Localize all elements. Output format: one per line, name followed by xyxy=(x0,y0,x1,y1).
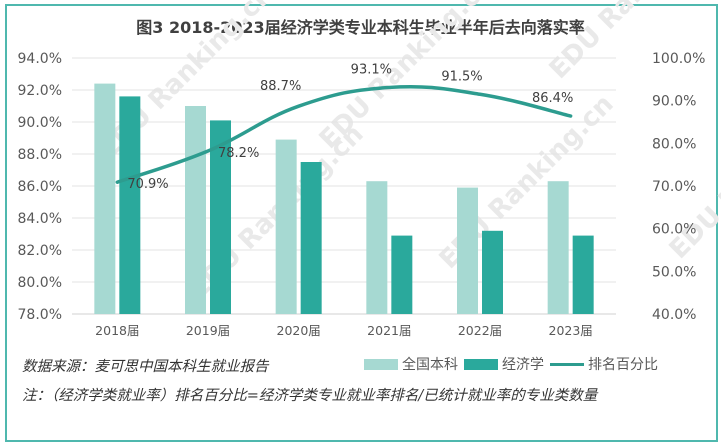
x-tick-label: 2019届 xyxy=(186,323,230,338)
rank-data-label: 91.5% xyxy=(441,69,482,84)
right-tick-label: 80.0% xyxy=(652,136,696,152)
legend: 全国本科 经济学 排名百分比 xyxy=(364,354,664,374)
watermark-text: EDU Ranking.cn xyxy=(544,0,721,85)
bar-economics xyxy=(300,162,322,314)
chart-title: 图3 2018-2023届经济学类专业本科生毕业半年后去向落实率 xyxy=(136,18,585,37)
left-tick-label: 82.0% xyxy=(18,243,62,259)
bar-national xyxy=(547,181,569,314)
rank-line-path xyxy=(115,84,573,184)
bar-national xyxy=(366,181,388,314)
legend-label-rank: 排名百分比 xyxy=(588,357,658,373)
legend-label-national: 全国本科 xyxy=(402,357,458,373)
left-tick-label: 88.0% xyxy=(18,147,62,163)
rank-data-label: 88.7% xyxy=(260,79,301,94)
legend-label-economics: 经济学 xyxy=(502,357,544,373)
legend-swatch-national xyxy=(364,358,398,370)
x-tick-label: 2022届 xyxy=(458,323,502,338)
bar-national xyxy=(185,106,206,314)
legend-item-rank: 排名百分比 xyxy=(550,354,658,374)
legend-item-economics: 经济学 xyxy=(464,354,544,374)
footnote: 注：（经济学类就业率）排名百分比=经济学类专业就业率排名/已统计就业率的专业类数… xyxy=(22,388,598,404)
bar-economics xyxy=(482,230,503,314)
gridlines xyxy=(72,57,616,315)
legend-swatch-rank xyxy=(550,362,584,366)
bar-economics xyxy=(119,96,141,315)
bar-national xyxy=(457,187,478,314)
x-tick-label: 2023届 xyxy=(549,323,593,338)
x-axis: 2018届 2019届 2020届 2021届 2022届 2023届 xyxy=(95,323,593,338)
rank-data-label: 70.9% xyxy=(127,177,168,192)
right-tick-label: 90.0% xyxy=(652,94,696,110)
bar-economics xyxy=(572,235,594,314)
left-tick-label: 90.0% xyxy=(18,115,62,131)
legend-swatch-economics xyxy=(464,358,498,370)
left-tick-label: 78.0% xyxy=(18,307,62,323)
right-tick-label: 50.0% xyxy=(652,264,696,280)
data-labels: 70.9% 78.2% 88.7% 93.1% 91.5% 86.4% xyxy=(127,62,573,192)
rank-line xyxy=(115,84,573,184)
left-tick-label: 80.0% xyxy=(18,275,62,291)
bar-economics xyxy=(210,120,231,315)
right-tick-label: 70.0% xyxy=(652,179,696,195)
right-tick-label: 60.0% xyxy=(652,222,696,238)
left-axis: 94.0% 92.0% 90.0% 88.0% 86.0% 84.0% 82.0% 80.0%… xyxy=(18,51,62,323)
x-tick-label: 2021届 xyxy=(367,323,411,338)
right-tick-label: 100.0% xyxy=(652,51,705,67)
data-source: 数据来源：麦可思中国本科生就业报告 xyxy=(22,359,269,375)
right-tick-label: 40.0% xyxy=(652,307,696,323)
rank-data-label: 78.2% xyxy=(218,146,259,161)
left-tick-label: 84.0% xyxy=(18,211,62,227)
bars xyxy=(94,83,594,315)
rank-data-label: 86.4% xyxy=(532,91,573,106)
x-tick-label: 2020届 xyxy=(277,323,321,338)
rank-data-label: 93.1% xyxy=(351,62,392,77)
right-axis: 100.0% 90.0% 80.0% 70.0% 60.0% 50.0% 40.0% xyxy=(652,51,705,323)
left-tick-label: 86.0% xyxy=(18,179,62,195)
bar-economics xyxy=(391,235,413,314)
left-tick-label: 94.0% xyxy=(18,51,62,67)
legend-item-national: 全国本科 xyxy=(364,354,458,374)
bar-national xyxy=(94,83,116,314)
left-tick-label: 92.0% xyxy=(18,83,62,99)
x-tick-label: 2018届 xyxy=(95,323,139,338)
bar-national xyxy=(275,139,297,314)
